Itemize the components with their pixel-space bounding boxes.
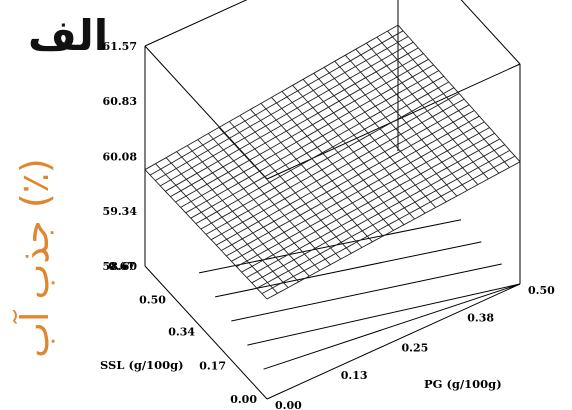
mesh-line bbox=[250, 109, 373, 243]
z-tick-label: 58.60 bbox=[103, 260, 138, 273]
z-tick-label: 60.83 bbox=[103, 95, 137, 108]
z-axis-title: جذب آب (٪) bbox=[12, 158, 57, 358]
response-surface bbox=[144, 24, 521, 300]
x-tick-label: 0.67 bbox=[108, 260, 135, 273]
x-tick-label: 0.17 bbox=[199, 359, 226, 372]
box-edge bbox=[144, 0, 248, 47]
mesh-line bbox=[176, 151, 299, 283]
mesh-line bbox=[197, 139, 321, 271]
y-axis-title: PG (g/100g) bbox=[424, 377, 502, 391]
box-frame bbox=[144, 0, 521, 400]
x-tick-label: 0.50 bbox=[139, 294, 166, 307]
mesh-line bbox=[344, 54, 468, 191]
x-tick-label: 0.00 bbox=[230, 393, 257, 406]
mesh-line bbox=[313, 72, 437, 208]
mesh-line bbox=[144, 169, 268, 300]
tick-labels: 0.00 0.17 0.34 0.50 0.67 0.00 0.13 0.25 0.38 0.50… bbox=[103, 40, 556, 410]
mesh-line bbox=[165, 157, 289, 288]
mesh-line bbox=[355, 48, 479, 185]
contour-line bbox=[247, 283, 521, 346]
mesh-line bbox=[260, 103, 384, 237]
floor-contours bbox=[198, 219, 521, 370]
panel-label: الف bbox=[28, 11, 108, 60]
z-tick-label: 59.34 bbox=[103, 205, 138, 218]
y-tick-label: 0.25 bbox=[402, 342, 429, 355]
box-edge bbox=[144, 265, 268, 400]
box-edge bbox=[266, 283, 521, 400]
y-tick-label: 0.50 bbox=[528, 284, 555, 297]
x-tick-label: 0.34 bbox=[168, 326, 195, 339]
box-edge bbox=[144, 45, 268, 180]
z-tick-label: 61.57 bbox=[103, 40, 137, 53]
x-axis-title: SSL (g/100g) bbox=[100, 358, 184, 372]
mesh-line bbox=[366, 42, 489, 180]
mesh-line bbox=[239, 115, 363, 248]
mesh-line bbox=[281, 91, 405, 225]
mesh-line bbox=[271, 97, 394, 231]
y-tick-label: 0.00 bbox=[275, 399, 302, 410]
mesh-line bbox=[397, 24, 521, 163]
mesh-line bbox=[323, 66, 447, 203]
contour-line bbox=[263, 283, 521, 370]
mesh-line bbox=[334, 60, 458, 197]
y-tick-label: 0.13 bbox=[341, 369, 368, 382]
mesh-line bbox=[302, 78, 426, 214]
box-edge bbox=[460, 0, 521, 65]
mesh-line bbox=[376, 36, 500, 174]
mesh-line bbox=[207, 133, 331, 266]
mesh-line bbox=[387, 30, 510, 168]
contour-line bbox=[215, 241, 482, 298]
contour-line bbox=[198, 219, 462, 274]
mesh-line bbox=[155, 163, 278, 294]
contour-line bbox=[231, 263, 502, 322]
mesh-line bbox=[218, 127, 342, 260]
y-tick-label: 0.38 bbox=[467, 312, 494, 325]
mesh-line bbox=[228, 121, 352, 254]
z-tick-label: 60.08 bbox=[103, 150, 138, 163]
mesh-line bbox=[292, 84, 415, 220]
mesh-line bbox=[186, 145, 310, 277]
